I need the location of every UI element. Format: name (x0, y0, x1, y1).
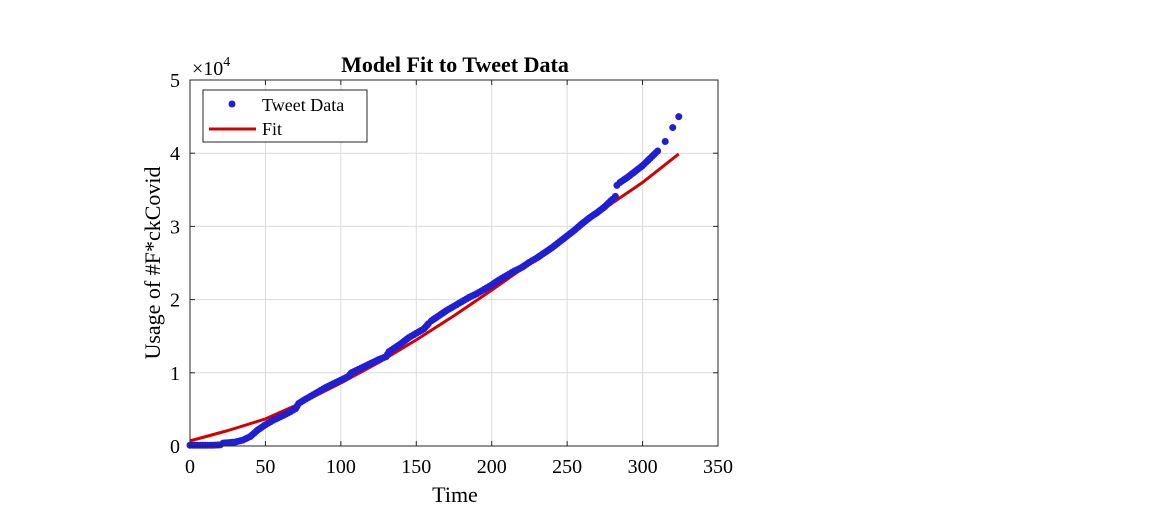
x-tick-label: 150 (401, 456, 431, 478)
x-tick-label: 100 (326, 456, 356, 478)
y-multiplier-base: ×10 (192, 58, 223, 80)
legend-label-fit: Fit (262, 119, 282, 139)
x-tick-label: 0 (185, 456, 195, 478)
y-axis-multiplier: ×104 (192, 55, 230, 80)
x-tick-label: 250 (552, 456, 582, 478)
data-point (675, 113, 683, 121)
y-tick-label: 4 (170, 143, 180, 165)
chart-title: Model Fit to Tweet Data (341, 52, 569, 77)
y-tick-label: 5 (170, 70, 180, 92)
x-tick-label: 50 (255, 456, 275, 478)
data-point (654, 147, 662, 155)
legend-label-tweet-data: Tweet Data (262, 95, 344, 115)
y-tick-label: 1 (170, 363, 180, 385)
legend-marker-tweet-data (228, 100, 236, 108)
x-tick-label: 350 (703, 456, 733, 478)
y-tick-label: 0 (170, 436, 180, 458)
tweet-data-series (186, 113, 683, 449)
legend: Tweet Data Fit (202, 89, 368, 143)
data-point (669, 124, 677, 132)
plot-frame (189, 79, 719, 447)
x-tick-label: 200 (477, 456, 507, 478)
x-tick-label: 300 (628, 456, 658, 478)
x-axis-label: Time (432, 482, 478, 507)
data-point (611, 192, 619, 200)
y-tick-label: 2 (170, 290, 180, 312)
y-multiplier-exponent: 4 (223, 55, 230, 70)
y-axis-label: Usage of #F*ckCovid (140, 166, 165, 359)
legend-box (202, 89, 368, 143)
data-point (661, 137, 669, 145)
axis-ticks: 0 50 100 150 200 250 300 350 0 1 2 3 4 5 (170, 70, 733, 478)
y-tick-label: 3 (170, 216, 180, 238)
